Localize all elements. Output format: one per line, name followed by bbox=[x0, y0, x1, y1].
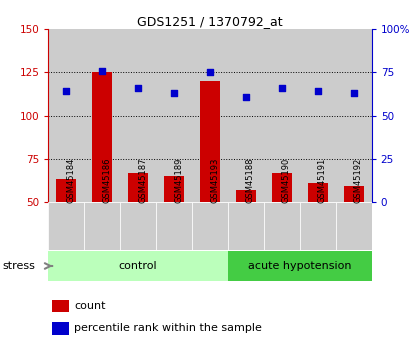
Text: count: count bbox=[74, 301, 106, 311]
Bar bbox=[92, 72, 112, 202]
Point bbox=[207, 70, 213, 75]
Bar bbox=[264, 29, 300, 202]
Text: GSM45188: GSM45188 bbox=[246, 158, 255, 203]
Text: stress: stress bbox=[2, 261, 35, 271]
Bar bbox=[236, 190, 256, 202]
FancyBboxPatch shape bbox=[264, 202, 300, 250]
FancyBboxPatch shape bbox=[192, 202, 228, 250]
FancyBboxPatch shape bbox=[84, 202, 120, 250]
Text: GSM45193: GSM45193 bbox=[210, 158, 219, 203]
Title: GDS1251 / 1370792_at: GDS1251 / 1370792_at bbox=[137, 15, 283, 28]
Bar bbox=[192, 29, 228, 202]
Bar bbox=[200, 81, 220, 202]
Bar bbox=[300, 29, 336, 202]
Point bbox=[63, 89, 70, 94]
Bar bbox=[84, 29, 120, 202]
Bar bbox=[52, 322, 69, 335]
Bar bbox=[272, 172, 292, 202]
Bar bbox=[344, 186, 364, 202]
Point bbox=[171, 90, 177, 96]
Bar bbox=[48, 251, 228, 281]
Bar bbox=[336, 29, 372, 202]
Bar bbox=[48, 29, 84, 202]
Point bbox=[315, 89, 321, 94]
Bar bbox=[52, 299, 69, 312]
Text: GSM45184: GSM45184 bbox=[66, 158, 75, 203]
Text: control: control bbox=[119, 261, 158, 271]
Text: GSM45187: GSM45187 bbox=[138, 158, 147, 203]
Point bbox=[278, 85, 285, 91]
FancyBboxPatch shape bbox=[228, 202, 264, 250]
Bar bbox=[164, 176, 184, 202]
Point bbox=[99, 68, 105, 73]
Point bbox=[135, 85, 142, 91]
FancyBboxPatch shape bbox=[48, 202, 84, 250]
FancyBboxPatch shape bbox=[336, 202, 372, 250]
Text: GSM45189: GSM45189 bbox=[174, 158, 183, 203]
Text: GSM45192: GSM45192 bbox=[354, 158, 363, 203]
Text: acute hypotension: acute hypotension bbox=[248, 261, 352, 271]
Bar bbox=[156, 29, 192, 202]
FancyBboxPatch shape bbox=[156, 202, 192, 250]
Bar bbox=[308, 183, 328, 202]
FancyBboxPatch shape bbox=[120, 202, 156, 250]
Text: GSM45191: GSM45191 bbox=[318, 158, 327, 203]
Text: GSM45190: GSM45190 bbox=[282, 158, 291, 203]
Bar bbox=[120, 29, 156, 202]
FancyBboxPatch shape bbox=[300, 202, 336, 250]
Bar bbox=[228, 29, 264, 202]
Bar bbox=[228, 251, 372, 281]
Text: GSM45186: GSM45186 bbox=[102, 158, 111, 203]
Bar bbox=[56, 179, 76, 202]
Text: percentile rank within the sample: percentile rank within the sample bbox=[74, 323, 262, 333]
Point bbox=[243, 94, 249, 99]
Bar bbox=[128, 172, 148, 202]
Point bbox=[350, 90, 357, 96]
